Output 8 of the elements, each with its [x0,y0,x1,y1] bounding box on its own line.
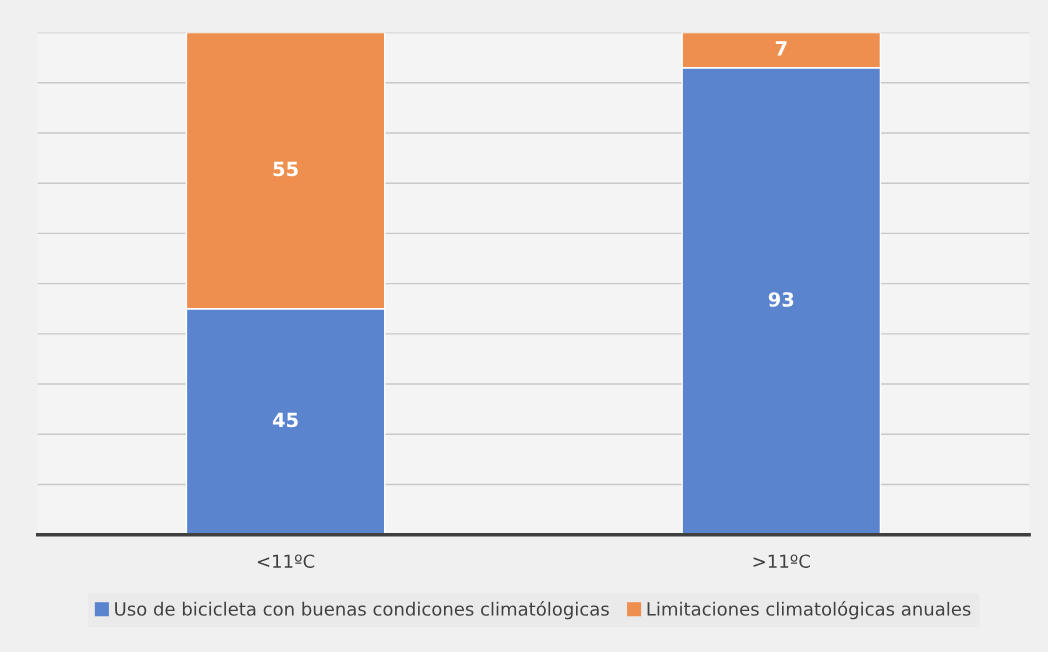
x-tick-label: <11ºC [257,554,315,569]
x-tick-label: >11ºC [753,554,810,569]
data-label: 93 [768,292,794,307]
data-label: 55 [273,161,298,177]
data-label: 7 [775,41,787,56]
data-label: 45 [272,412,298,428]
legend-label: Uso de bicicleta con buenas condicones climatólogicas [115,601,609,620]
legend-label: Limitaciones climatológicas anuales [647,601,971,620]
